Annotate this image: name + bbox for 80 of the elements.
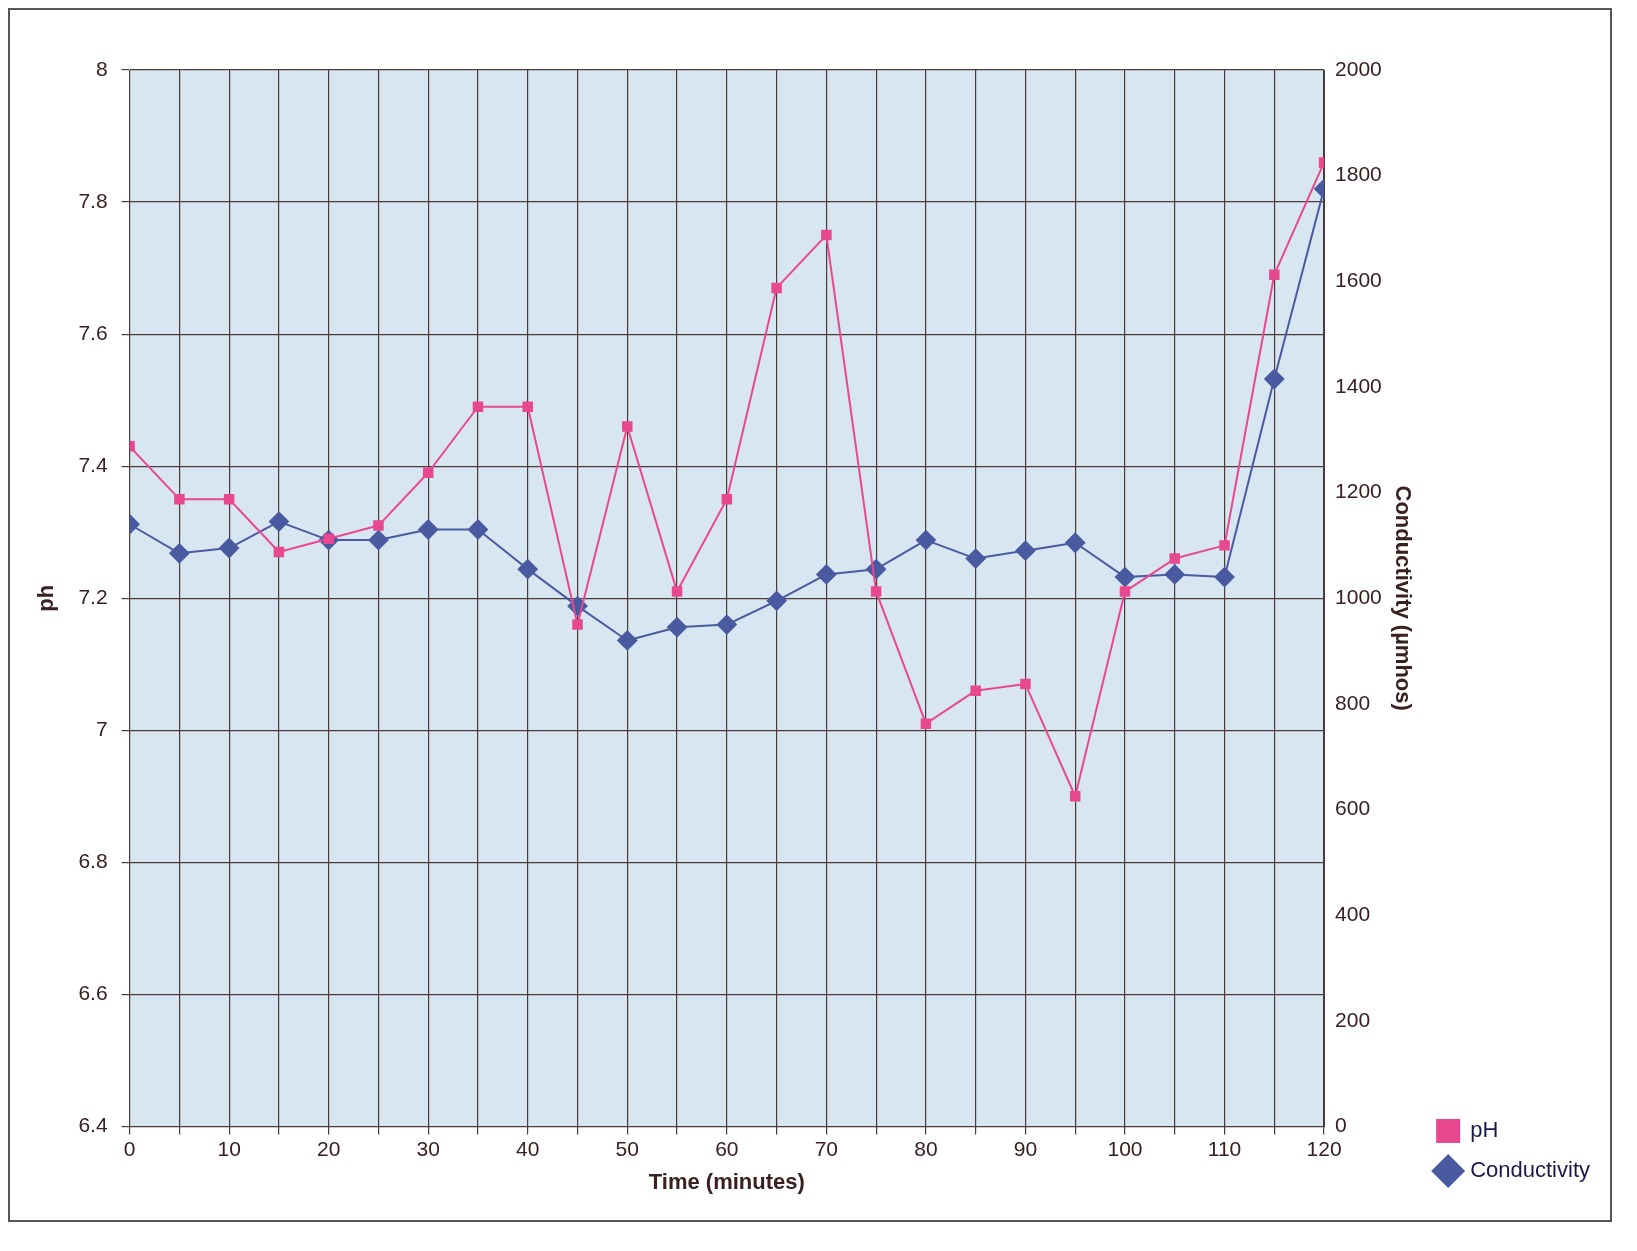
point [721, 493, 733, 505]
point [617, 630, 638, 651]
point [667, 617, 688, 638]
x-tick-label: 50 [615, 1136, 639, 1160]
y-tick-label: 7.6 [78, 320, 108, 344]
point [870, 586, 882, 597]
y2-axis-title: Conductivity (µmhos) [1390, 485, 1416, 711]
x-tick-label: 80 [914, 1136, 938, 1160]
x-tick-label: 30 [416, 1136, 440, 1160]
y-tick-label: 7.4 [78, 452, 108, 476]
legend-label: Conductivity [1470, 1157, 1591, 1183]
point [472, 401, 484, 412]
y-tick-label: 6.6 [78, 981, 108, 1005]
y-tick-label: 6.4 [78, 1113, 108, 1137]
point [368, 530, 389, 551]
y-axis-title: ph [33, 584, 59, 612]
x-tick-label: 10 [217, 1136, 241, 1160]
point [223, 493, 235, 505]
point [816, 564, 837, 585]
point [1119, 586, 1131, 597]
y-tick-label: 7.2 [78, 585, 108, 608]
y-tick-label: 7.8 [78, 188, 108, 212]
point [965, 548, 986, 569]
point [1164, 564, 1185, 585]
y2-tick-label: 1600 [1335, 268, 1382, 292]
point [1269, 269, 1280, 280]
point [273, 546, 285, 558]
point [1264, 369, 1285, 389]
point [1015, 540, 1036, 561]
point [1020, 678, 1031, 690]
y2-tick-label: 0 [1335, 1113, 1347, 1137]
y2-tick-label: 200 [1335, 1007, 1371, 1031]
point [1169, 553, 1180, 564]
point [1114, 567, 1135, 588]
point [169, 543, 190, 564]
point [671, 586, 683, 597]
y2-tick-label: 800 [1335, 690, 1371, 714]
point [572, 619, 583, 630]
point [174, 493, 185, 505]
point [418, 519, 439, 540]
x-tick-label: 0 [123, 1136, 136, 1160]
y2-tick-label: 400 [1335, 901, 1371, 925]
y2-tick-label: 1400 [1335, 373, 1382, 397]
point [766, 590, 787, 611]
point [821, 229, 832, 241]
y-tick-label: 6.8 [78, 849, 108, 873]
x-tick-label: 100 [1107, 1136, 1143, 1160]
point [268, 511, 289, 532]
y-tick-label: 7 [95, 717, 108, 741]
point [219, 538, 240, 559]
point [915, 530, 936, 551]
point [522, 401, 533, 412]
y-tick-label: 8 [95, 56, 108, 80]
point [373, 520, 384, 531]
x-tick-label: 20 [316, 1136, 341, 1160]
x-axis-title: Time (minutes) [648, 1168, 805, 1194]
point [467, 519, 488, 540]
point [970, 685, 981, 696]
point [1214, 567, 1235, 588]
y2-tick-label: 1200 [1335, 479, 1382, 503]
point [920, 718, 932, 729]
x-tick-label: 90 [1013, 1136, 1038, 1160]
legend-label: pH [1470, 1117, 1499, 1143]
x-tick-label: 60 [715, 1136, 739, 1160]
point [716, 614, 737, 635]
point [1065, 532, 1086, 553]
point [517, 559, 538, 580]
point [422, 467, 434, 478]
x-tick-label: 110 [1207, 1136, 1242, 1160]
x-tick-label: 70 [814, 1136, 839, 1160]
y2-tick-label: 1000 [1335, 585, 1382, 608]
point [771, 282, 782, 294]
x-tick-label: 40 [516, 1136, 540, 1160]
point [1219, 540, 1230, 551]
point [1069, 791, 1081, 802]
point [622, 421, 633, 432]
x-tick-label: 120 [1306, 1136, 1342, 1160]
y2-tick-label: 600 [1335, 796, 1371, 820]
y2-tick-label: 1800 [1335, 162, 1382, 186]
y2-tick-label: 2000 [1335, 56, 1382, 80]
